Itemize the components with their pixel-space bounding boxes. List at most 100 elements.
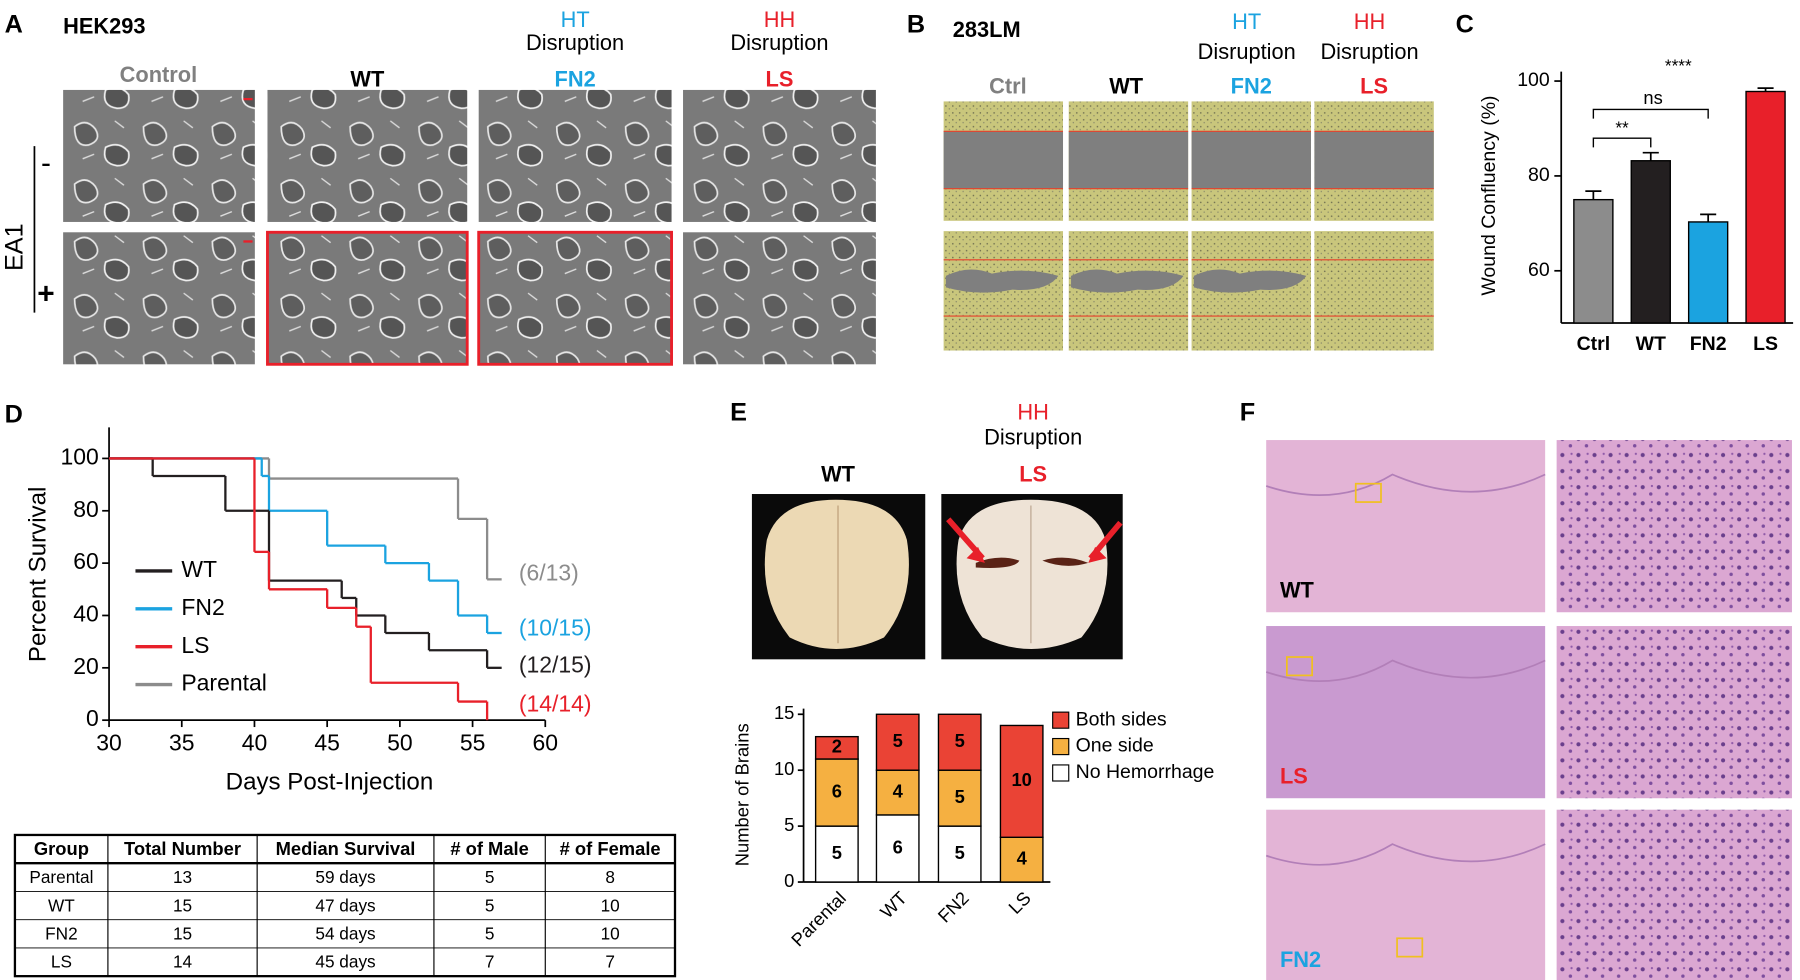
histology-overview <box>1266 626 1546 799</box>
table-cell: 54 days <box>315 923 375 943</box>
tissue-edge <box>1265 659 1546 682</box>
legend-swatch <box>1052 764 1070 782</box>
table-cell: Parental <box>29 867 93 887</box>
table-cell: 7 <box>605 952 615 972</box>
table-header: # of Male <box>450 838 529 859</box>
bar-segment <box>875 769 920 816</box>
table-cell: LS <box>51 952 72 972</box>
group-subtitle: Disruption <box>1198 39 1296 64</box>
legend-label: Parental <box>181 670 266 696</box>
column-title: WT <box>1109 73 1144 98</box>
end-label: (14/14) <box>519 690 592 716</box>
error-bar <box>1700 213 1717 222</box>
panel-a: A HEK293 EA1 - + <box>1 10 146 313</box>
group-name: HH <box>1354 9 1385 34</box>
micrograph <box>63 89 255 222</box>
table-cell: 8 <box>605 867 615 887</box>
column-title: WT <box>350 67 385 92</box>
wound-gap <box>945 269 1059 293</box>
y-axis-label: Number of Brains <box>732 723 753 866</box>
bar-segment <box>999 836 1044 883</box>
image-title: LS <box>1019 461 1047 486</box>
bar-segment <box>999 724 1044 838</box>
bracket <box>1592 137 1652 148</box>
micrograph <box>266 230 469 366</box>
bar <box>1630 160 1671 324</box>
end-label: (10/15) <box>519 615 592 641</box>
value-label: 10 <box>1011 769 1031 790</box>
column-title: Control <box>120 62 197 87</box>
wound-gap <box>943 131 1064 189</box>
panel-label: A <box>5 10 23 38</box>
wound-image <box>1314 231 1434 351</box>
x-tick-label: WT <box>1636 333 1666 355</box>
wound-gap <box>1193 269 1307 293</box>
value-label: 5 <box>955 786 965 807</box>
value-label: 5 <box>955 842 965 863</box>
end-label: (6/13) <box>519 559 579 585</box>
micrograph <box>683 89 876 222</box>
group-name: HT <box>561 7 590 32</box>
value-label: 6 <box>893 836 903 857</box>
x-tick-label: Ctrl <box>1577 333 1611 355</box>
value-label: 4 <box>1017 848 1028 869</box>
panel-label: B <box>907 10 925 38</box>
histology-zoom <box>1556 626 1792 799</box>
bar <box>1687 221 1729 324</box>
y-tick-label: 100 <box>1517 69 1550 91</box>
value-label: 4 <box>893 780 904 801</box>
brain <box>764 499 909 649</box>
panel-label: D <box>5 401 23 429</box>
table-cell: WT <box>48 895 75 915</box>
column-title: LS <box>766 67 794 92</box>
micrograph <box>477 230 673 366</box>
x-tick-label: 35 <box>169 729 195 755</box>
value-label: 5 <box>832 842 842 863</box>
table-cell: 10 <box>601 895 620 915</box>
end-label: (12/15) <box>519 651 592 677</box>
micrograph <box>63 232 255 365</box>
annotation: ns <box>1643 87 1662 108</box>
table-cell: 15 <box>173 923 192 943</box>
row-label: LS <box>1280 763 1308 788</box>
column-title: FN2 <box>555 67 596 92</box>
hemorrhage <box>975 557 1089 568</box>
group-name: HT <box>1232 9 1261 34</box>
row-label: WT <box>1280 577 1315 602</box>
bar <box>1745 90 1786 324</box>
table-cell: 10 <box>601 923 620 943</box>
table-cell: 5 <box>485 895 495 915</box>
group-subtitle: Disruption <box>730 30 828 55</box>
wound-gap <box>1191 131 1311 189</box>
x-tick-label: LS <box>1753 333 1778 355</box>
group-subtitle: Disruption <box>984 425 1082 450</box>
brain <box>956 499 1108 649</box>
column-title: LS <box>1360 73 1388 98</box>
x-tick-label: Parental <box>787 887 850 950</box>
bar-segment <box>875 814 920 883</box>
legend-label: No Hemorrhage <box>1076 761 1215 783</box>
panel-b: B 283LM <box>907 10 1021 42</box>
tissue-edge <box>1265 473 1546 497</box>
group-name: HH <box>1017 399 1048 424</box>
x-tick-label: LS <box>1004 887 1035 918</box>
row-title: EA1 <box>1 223 29 271</box>
bar-segment <box>875 713 920 771</box>
x-tick-label: 40 <box>242 729 268 755</box>
wound-gap <box>1314 131 1434 189</box>
panel-label: C <box>1456 10 1474 38</box>
row-label: FN2 <box>1280 947 1321 972</box>
micrograph <box>478 89 672 222</box>
annotation: ** <box>1615 118 1629 138</box>
group-subtitle: Disruption <box>526 30 624 55</box>
panel-f: F <box>1240 398 1255 426</box>
y-tick-label: 100 <box>60 443 98 469</box>
tissue-edge <box>1265 843 1546 866</box>
table-header: Group <box>34 838 89 859</box>
micrograph <box>267 89 468 222</box>
y-tick-label: 40 <box>73 601 99 627</box>
error-bar <box>1642 151 1659 161</box>
column-title: FN2 <box>1231 73 1272 98</box>
bracket <box>1592 108 1709 119</box>
